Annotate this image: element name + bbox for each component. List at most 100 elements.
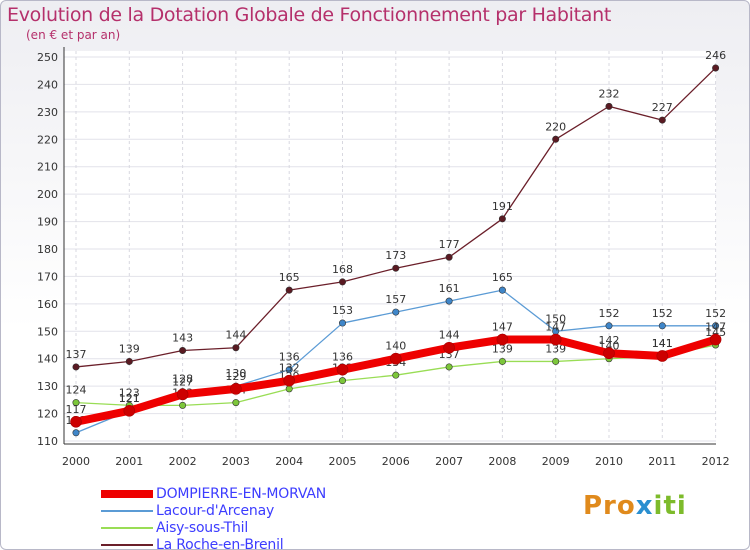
x-tick-label-2008: 2008 [488,455,516,468]
point-aisy-sous-thil-2006 [392,371,400,379]
x-tick-label-2012: 2012 [702,455,730,468]
x-tick-label-2007: 2007 [435,455,463,468]
data-label-la-roche-en-brenil-2007: 177 [439,238,460,251]
y-tick-label-140: 140 [37,353,58,366]
data-label-la-roche-en-brenil-2000: 137 [66,348,87,361]
data-label-la-roche-en-brenil-2012: 246 [705,49,726,62]
point-lacour-d-arcenay-2000 [72,429,80,437]
y-tick-label-150: 150 [37,325,58,338]
data-label-dompierre-en-morvan-2001: 121 [119,392,140,405]
legend-item-lacour: Lacour-d'Arcenay [101,502,326,519]
chart-subtitle: (en € et par an) [26,28,121,42]
point-dompierre-en-morvan-2011 [656,350,669,362]
y-tick-label-210: 210 [37,161,58,174]
data-label-dompierre-en-morvan-2003: 129 [225,370,246,383]
x-tick-label-2002: 2002 [169,455,197,468]
point-dompierre-en-morvan-2003 [230,383,242,395]
data-label-lacour-d-arcenay-2004: 136 [279,351,300,364]
point-la-roche-en-brenil-2004 [285,286,293,294]
point-dompierre-en-morvan-2000 [70,415,82,428]
data-label-aisy-sous-thil-2011: 141 [652,337,673,350]
point-dompierre-en-morvan-2006 [389,352,402,365]
point-dompierre-en-morvan-2007 [443,341,455,354]
point-la-roche-en-brenil-2008 [498,215,506,223]
data-label-lacour-d-arcenay-2005: 153 [332,304,353,317]
point-lacour-d-arcenay-2012 [712,322,720,330]
data-label-dompierre-en-morvan-2012: 147 [705,321,726,334]
data-label-aisy-sous-thil-2001: 123 [119,386,140,399]
data-label-dompierre-en-morvan-2006: 140 [385,340,406,353]
data-label-aisy-sous-thil-2008: 139 [492,342,513,355]
point-lacour-d-arcenay-2011 [658,322,666,330]
point-la-roche-en-brenil-2007 [445,253,453,261]
data-label-la-roche-en-brenil-2002: 143 [172,331,193,344]
data-label-lacour-d-arcenay-2003: 130 [225,367,246,380]
data-label-dompierre-en-morvan-2009: 147 [545,321,566,334]
point-la-roche-en-brenil-2003 [232,344,240,352]
point-dompierre-en-morvan-2008 [496,333,509,346]
point-la-roche-en-brenil-2012 [712,64,720,72]
data-label-aisy-sous-thil-2012: 145 [705,326,726,339]
y-tick-label-170: 170 [37,270,58,283]
x-tick-label-2009: 2009 [542,455,570,468]
point-aisy-sous-thil-2007 [445,363,453,371]
y-tick-label-160: 160 [37,298,58,311]
legend-swatch-aisy [101,526,153,529]
legend-item-aisy: Aisy-sous-Thil [101,519,326,536]
legend-label-laroche: La Roche-en-Brenil [156,536,284,550]
data-label-lacour-d-arcenay-2011: 152 [652,307,673,320]
point-dompierre-en-morvan-2001 [123,405,136,417]
plot-area [64,51,716,441]
data-label-lacour-d-arcenay-2006: 157 [385,293,406,306]
point-dompierre-en-morvan-2012 [709,333,722,346]
legend-swatch-laroche [101,543,153,546]
point-lacour-d-arcenay-2006 [392,308,400,316]
legend: DOMPIERRE-EN-MORVAN Lacour-d'Arcenay Ais… [101,485,326,550]
data-label-dompierre-en-morvan-2004: 132 [279,362,300,375]
x-tick-label-2005: 2005 [329,455,357,468]
data-label-la-roche-en-brenil-2008: 191 [492,200,513,213]
x-tick-label-2000: 2000 [62,455,90,468]
y-tick-label-180: 180 [37,243,58,256]
point-lacour-d-arcenay-2010 [605,322,613,330]
x-tick-label-2006: 2006 [382,455,410,468]
data-label-la-roche-en-brenil-2001: 139 [119,342,140,355]
point-aisy-sous-thil-2009 [552,357,560,365]
y-tick-label-230: 230 [37,106,58,119]
point-lacour-d-arcenay-2005 [338,319,346,327]
point-aisy-sous-thil-2005 [338,377,346,385]
point-lacour-d-arcenay-2004 [285,366,293,374]
y-tick-label-200: 200 [37,188,58,201]
point-la-roche-en-brenil-2009 [552,135,560,143]
point-aisy-sous-thil-2004 [285,385,293,393]
x-tick-label-2001: 2001 [115,455,143,468]
data-label-dompierre-en-morvan-2005: 136 [332,351,353,364]
data-label-la-roche-en-brenil-2006: 173 [385,249,406,262]
point-la-roche-en-brenil-2000 [72,363,80,371]
legend-item-laroche: La Roche-en-Brenil [101,536,326,550]
y-tick-label-120: 120 [37,408,58,421]
data-label-la-roche-en-brenil-2011: 227 [652,101,673,114]
x-tick-label-2010: 2010 [595,455,623,468]
logo-text-start: Pro [583,491,636,521]
y-tick-label-220: 220 [37,133,58,146]
data-label-lacour-d-arcenay-2008: 165 [492,271,513,284]
point-dompierre-en-morvan-2010 [603,347,615,360]
data-label-lacour-d-arcenay-2002: 128 [172,373,193,386]
y-tick-label-250: 250 [37,51,58,64]
data-label-lacour-d-arcenay-2012: 152 [705,307,726,320]
legend-swatch-dompierre [101,489,153,498]
x-tick-label-2011: 2011 [648,455,676,468]
data-label-la-roche-en-brenil-2004: 165 [279,271,300,284]
point-lacour-d-arcenay-2007 [445,297,453,305]
y-tick-label-240: 240 [37,78,58,91]
data-label-dompierre-en-morvan-2007: 144 [439,329,460,342]
point-la-roche-en-brenil-2005 [338,278,346,286]
point-dompierre-en-morvan-2009 [549,333,562,346]
data-label-dompierre-en-morvan-2010: 142 [599,334,620,347]
legend-label-lacour: Lacour-d'Arcenay [156,502,275,519]
point-dompierre-en-morvan-2002 [176,388,189,401]
data-label-lacour-d-arcenay-2009: 150 [545,312,566,325]
x-tick-label-2003: 2003 [222,455,250,468]
